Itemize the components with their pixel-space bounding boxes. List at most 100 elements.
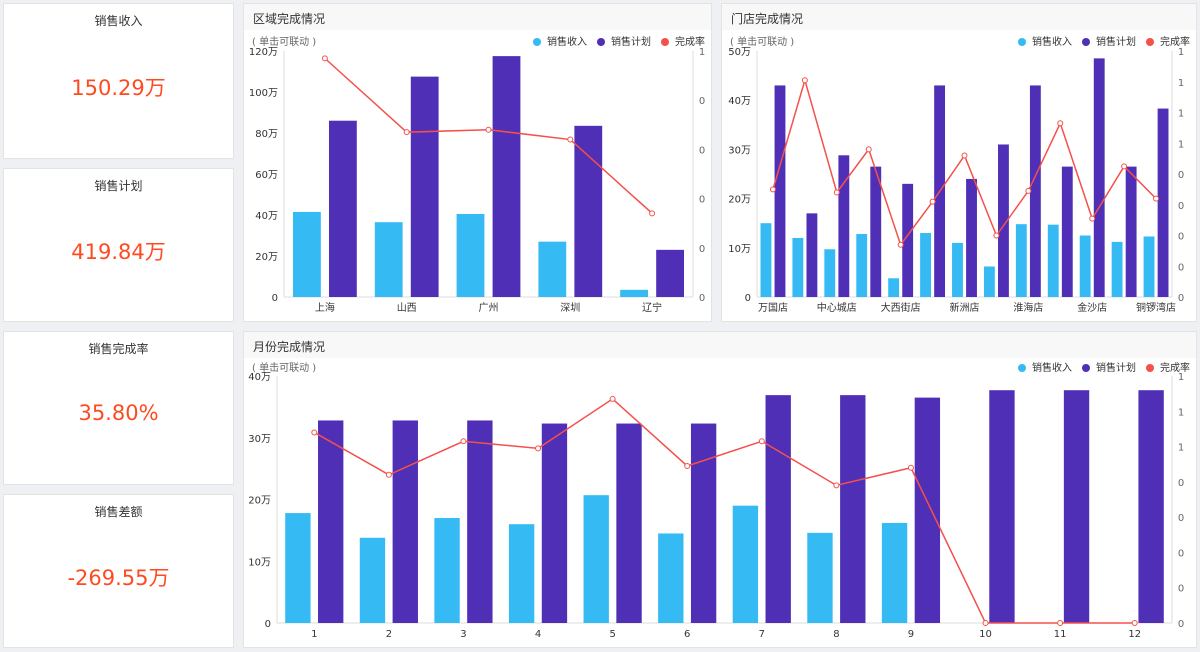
bar-plan[interactable] <box>774 85 786 297</box>
rate-point[interactable] <box>321 55 328 62</box>
rate-point[interactable] <box>649 210 656 217</box>
bar-plan[interactable] <box>1157 108 1169 298</box>
bar-plan[interactable] <box>318 420 344 623</box>
rate-point[interactable] <box>684 462 691 469</box>
bar-income[interactable] <box>881 522 908 623</box>
bar-plan[interactable] <box>838 155 850 297</box>
legend-item-rate[interactable]: 完成率 <box>1146 359 1190 374</box>
bar-income[interactable] <box>1143 236 1155 297</box>
bar-plan[interactable] <box>966 178 977 297</box>
legend-item-plan[interactable]: 销售计划 <box>597 33 651 48</box>
rate-point[interactable] <box>801 77 808 84</box>
bar-income[interactable] <box>824 249 836 297</box>
bar-plan[interactable] <box>1093 58 1105 297</box>
bar-income[interactable] <box>285 513 311 623</box>
chart-svg[interactable]: 0 10万 20万 30万 40万 50万 0 0 0 0 0 1 1 1 1 万国店 中心城店 大西街店 新洲店 淮… <box>722 4 1198 323</box>
bar-plan[interactable] <box>1138 390 1164 623</box>
bar-income[interactable] <box>456 213 485 297</box>
bar-income[interactable] <box>658 533 684 623</box>
bar-income[interactable] <box>1047 224 1059 297</box>
rate-point[interactable] <box>460 438 467 445</box>
month-chart-panel[interactable]: 月份完成情况 ( 单击可联动 ) 销售收入 销售计划 完成率 0 10万 20万 30… <box>243 331 1197 648</box>
rate-point[interactable] <box>833 482 840 489</box>
rate-point[interactable] <box>769 186 776 193</box>
bar-income[interactable] <box>807 532 833 623</box>
rate-point[interactable] <box>535 445 542 452</box>
rate-point[interactable] <box>1057 620 1064 626</box>
rate-point[interactable] <box>385 471 392 478</box>
bar-plan[interactable] <box>914 397 941 623</box>
bar-income[interactable] <box>856 234 868 297</box>
rate-point[interactable] <box>485 126 492 133</box>
bar-income[interactable] <box>1111 241 1123 297</box>
rate-point[interactable] <box>929 198 936 205</box>
bar-plan[interactable] <box>765 395 791 623</box>
bar-plan[interactable] <box>989 390 1015 623</box>
bar-plan[interactable] <box>467 420 493 623</box>
bar-plan[interactable] <box>410 76 439 297</box>
bar-income[interactable] <box>952 242 963 297</box>
bar-plan[interactable] <box>392 420 418 623</box>
region-chart-panel[interactable]: 区域完成情况 ( 单击可联动 ) 销售收入 销售计划 完成率 0 20万 40万 60… <box>243 3 712 322</box>
rate-point[interactable] <box>1025 187 1032 194</box>
rate-point[interactable] <box>993 232 1000 239</box>
bar-plan[interactable] <box>1125 166 1137 297</box>
bar-plan[interactable] <box>690 423 717 623</box>
bar-plan[interactable] <box>902 183 914 297</box>
bar-income[interactable] <box>538 241 567 297</box>
rate-point[interactable] <box>907 464 914 471</box>
rate-point[interactable] <box>311 429 318 436</box>
bar-income[interactable] <box>920 233 931 297</box>
rate-point[interactable] <box>1121 163 1128 170</box>
bar-plan[interactable] <box>541 423 568 623</box>
bar-income[interactable] <box>1015 224 1027 297</box>
bar-income[interactable] <box>792 237 804 297</box>
bar-income[interactable] <box>292 211 321 297</box>
bar-plan[interactable] <box>492 56 521 297</box>
rate-point[interactable] <box>567 136 574 143</box>
bar-plan[interactable] <box>1061 166 1073 297</box>
bar-plan[interactable] <box>1029 85 1041 297</box>
rate-point[interactable] <box>865 146 872 153</box>
bar-income[interactable] <box>760 223 772 297</box>
bar-plan[interactable] <box>1063 390 1090 623</box>
bar-income[interactable] <box>508 524 535 623</box>
rate-point[interactable] <box>403 129 410 136</box>
legend-item-income[interactable]: 销售收入 <box>1018 33 1072 48</box>
bar-income[interactable] <box>888 278 900 297</box>
bar-income[interactable] <box>359 537 386 623</box>
legend-item-income[interactable]: 销售收入 <box>533 33 587 48</box>
bar-plan[interactable] <box>998 144 1009 297</box>
rate-point[interactable] <box>1153 195 1160 202</box>
bar-income[interactable] <box>374 222 403 297</box>
rate-point[interactable] <box>1089 215 1096 222</box>
rate-point[interactable] <box>833 189 840 196</box>
rate-point[interactable] <box>609 395 616 402</box>
bar-plan[interactable] <box>840 395 866 623</box>
legend-item-plan[interactable]: 销售计划 <box>1082 359 1136 374</box>
rate-point[interactable] <box>961 152 968 159</box>
legend-item-rate[interactable]: 完成率 <box>1146 33 1190 48</box>
rate-point[interactable] <box>982 620 989 626</box>
bar-plan[interactable] <box>656 249 685 297</box>
bar-plan[interactable] <box>870 166 882 297</box>
store-chart-panel[interactable]: 门店完成情况 ( 单击可联动 ) 销售收入 销售计划 完成率 0 10万 20万 30… <box>721 3 1197 322</box>
legend-item-plan[interactable]: 销售计划 <box>1082 33 1136 48</box>
bar-income[interactable] <box>1079 235 1091 298</box>
rate-point[interactable] <box>1057 120 1064 127</box>
bar-plan[interactable] <box>616 423 642 623</box>
bar-income[interactable] <box>620 289 649 297</box>
rate-point[interactable] <box>1131 620 1138 626</box>
bar-income[interactable] <box>434 518 460 623</box>
legend-item-rate[interactable]: 完成率 <box>661 33 705 48</box>
bar-plan[interactable] <box>328 120 357 297</box>
bar-income[interactable] <box>583 495 609 623</box>
rate-point[interactable] <box>758 438 765 445</box>
rate-point[interactable] <box>897 241 904 248</box>
bar-income[interactable] <box>732 505 759 623</box>
bar-income[interactable] <box>983 266 995 297</box>
legend-item-income[interactable]: 销售收入 <box>1018 359 1072 374</box>
bar-plan[interactable] <box>574 125 603 297</box>
chart-svg[interactable]: 0 20万 40万 60万 80万 100万 120万 0 0 0 0 0 1 上海 山西 广州 深圳 辽宁 <box>244 4 713 323</box>
